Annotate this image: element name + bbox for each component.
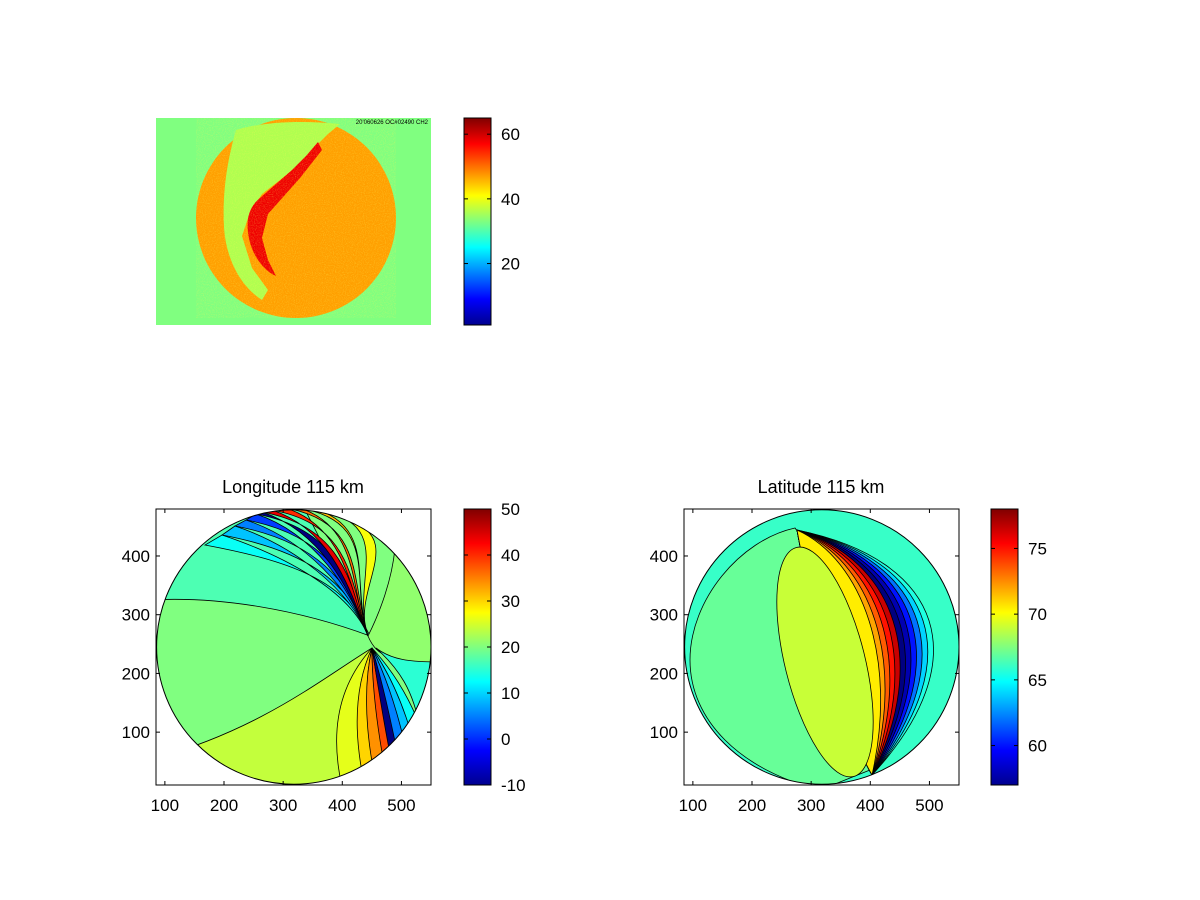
image-stamp: 20'060626 OC#02490 CH2 (356, 120, 429, 126)
x-tick-label: 500 (915, 796, 943, 815)
x-tick-label: 300 (269, 796, 297, 815)
y-tick-label: 400 (650, 547, 678, 566)
colorbar-longitude: -10 0 10 20 30 40 50 (463, 500, 526, 795)
colorbar-tick-label: 60 (1028, 737, 1047, 756)
colorbar-image: 20 40 60 (463, 117, 520, 326)
colorbar-tick-label: 40 (501, 546, 520, 565)
colorbar-tick-label: 0 (501, 730, 510, 749)
longitude-panel: Longitude 115 km 100 200 300 400 50010020030… (122, 477, 526, 815)
colorbar-tick-label: 40 (501, 190, 520, 209)
colorbar-tick-label: 75 (1028, 539, 1047, 558)
y-tick-label: 400 (122, 547, 150, 566)
y-tick-label: 200 (122, 664, 150, 683)
longitude-axes-frame (155, 508, 432, 786)
x-tick-label: 400 (328, 796, 356, 815)
colorbar-tick-label: 10 (501, 684, 520, 703)
image-speckle (196, 118, 396, 318)
colorbar-tick-label: 20 (501, 255, 520, 274)
y-tick-label: 100 (650, 723, 678, 742)
image-panel: 20'060626 OC#02490 CH2 20 40 60 (156, 117, 520, 326)
colorbar-tick-label: -10 (501, 776, 526, 795)
longitude-plot-area (156, 509, 432, 785)
colorbar-latitude-ramp (990, 508, 1019, 786)
longitude-contour-band (317, 509, 377, 637)
x-tick-label: 500 (387, 796, 415, 815)
colorbar-tick-label: 50 (501, 500, 520, 519)
colorbar-tick-label: 65 (1028, 671, 1047, 690)
x-tick-label: 300 (797, 796, 825, 815)
longitude-title: Longitude 115 km (222, 477, 364, 497)
y-tick-label: 300 (650, 606, 678, 625)
colorbar-tick-label: 20 (501, 638, 520, 657)
x-tick-label: 100 (679, 796, 707, 815)
colorbar-tick-label: 70 (1028, 605, 1047, 624)
y-tick-label: 300 (122, 606, 150, 625)
colorbar-tick-label: 30 (501, 592, 520, 611)
x-tick-label: 200 (738, 796, 766, 815)
colorbar-image-ramp (463, 117, 492, 326)
latitude-title: Latitude 115 km (758, 477, 885, 497)
latitude-ellipse (776, 546, 874, 778)
x-tick-label: 100 (151, 796, 179, 815)
latitude-panel: Latitude 115 km 100 200 300 400 500 100 200 300… (650, 477, 1047, 815)
colorbar-latitude: 60 65 70 75 (990, 508, 1047, 786)
y-tick-label: 100 (122, 723, 150, 742)
colorbar-tick-label: 60 (501, 125, 520, 144)
colorbar-longitude-ramp (463, 508, 492, 786)
latitude-plot-area (684, 509, 960, 785)
x-tick-label: 200 (210, 796, 238, 815)
latitude-axes-frame (683, 508, 960, 786)
y-tick-label: 200 (650, 664, 678, 683)
x-tick-label: 400 (856, 796, 884, 815)
